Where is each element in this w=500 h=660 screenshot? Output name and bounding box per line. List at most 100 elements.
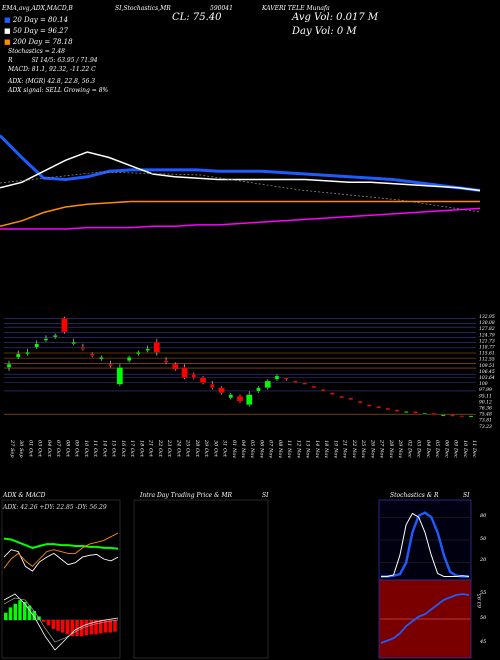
date-tick-label: 17 Oct [129, 440, 135, 458]
candle-body [413, 411, 418, 414]
date-tick-label: 13 Nov [305, 440, 311, 458]
si-line [380, 593, 470, 644]
ma-line-50-day [0, 151, 481, 192]
date-tick-label: 12 Nov [295, 440, 301, 458]
adx-line-adx [3, 537, 119, 550]
macd-histogram-bar [99, 620, 103, 634]
legend-ema50: ■ 50 Day = 96.27 [4, 27, 69, 35]
candle-body [16, 353, 21, 358]
panel-intra-title: Intra Day Trading Price & MR [140, 492, 233, 499]
price-tick-label: 90.12 [479, 399, 492, 405]
date-tick-label: 31 Oct [222, 440, 228, 458]
date-tick-label: 11 Nov [286, 440, 292, 458]
date-tick-label: 18 Oct [138, 440, 144, 458]
macd-histogram-bar [61, 620, 65, 633]
header-id: 590041 [210, 5, 233, 12]
stoch-d-line [381, 512, 470, 577]
legend-stochastics: Stochastics = 2.48 [8, 48, 65, 55]
candle-body [153, 341, 160, 353]
candle-body [172, 363, 179, 370]
candle-body [264, 380, 271, 388]
candle-body [61, 318, 68, 333]
adx-line-dy [3, 549, 119, 572]
macd-histogram-bar [75, 620, 79, 637]
date-tick-label: 29 Oct [203, 439, 209, 458]
date-tick-label: 07 Nov [268, 440, 274, 458]
macd-histogram-bar [13, 603, 17, 620]
candle-body [199, 377, 207, 383]
date-tick-label: 14 Oct [101, 440, 107, 458]
candle-body [108, 363, 113, 366]
si-tick-label: 45 [479, 639, 486, 645]
candle-body [441, 414, 446, 417]
day-volume: Day Vol: 0 M [292, 26, 357, 37]
legend-macd: MACD: 81.1, 92.32, -11.22 C [8, 66, 96, 73]
panel-adx-macd-title: ADX & MACD [3, 492, 46, 499]
avg-volume: Avg Vol: 0.017 M [292, 12, 379, 23]
date-tick-label: 03 Oct [37, 440, 43, 458]
macd-histogram-bar [56, 620, 60, 631]
macd-histogram-bar [84, 620, 89, 636]
macd-histogram-bar [23, 602, 27, 620]
candle-body [311, 385, 317, 388]
date-tick-label: 26 Nov [369, 439, 375, 458]
legend-ema200: ■ 200 Day = 78.18 [4, 38, 73, 46]
macd-histogram-bar [108, 620, 112, 633]
candle-body [367, 404, 372, 407]
si-tick-label: 50 [480, 615, 487, 621]
date-tick-label: 07 Oct [55, 440, 61, 458]
macd-histogram-bar [18, 600, 22, 620]
macd-histogram-bar [70, 620, 74, 637]
si-value-label: 63.95 [477, 594, 483, 608]
indicator-panels: 80 50 20 55 50 45 63.95 [1, 499, 487, 659]
panel-si2-label: SI [463, 492, 470, 499]
candle-body [431, 413, 437, 415]
adx-readout: ADX: 42.26 +DY: 22.85 -DY: 56.29 [3, 504, 107, 511]
stoch-tick-label: 80 [480, 513, 487, 519]
candle-body [404, 411, 409, 413]
header-symbol: KAVERI TELE Munafa [262, 5, 330, 12]
si-tick-label: 55 [480, 590, 486, 596]
price-tick-label: 100 [479, 381, 488, 387]
price-tick-label: 75.48 [479, 412, 492, 418]
adx-line-dy [3, 532, 119, 569]
macd-histogram-bar [113, 620, 117, 632]
macd-line [3, 593, 119, 651]
price-candlestick-chart: 132.95130.08127.82124.79121.73118.77115.… [4, 314, 495, 430]
macd-histogram-bar [51, 620, 55, 629]
price-tick-label: 121.73 [479, 338, 495, 344]
price-tick-label: 73.81 [479, 418, 492, 424]
candle-body [53, 335, 58, 338]
macd-histogram-bar [42, 620, 46, 622]
date-tick-label: 04 Oct [46, 440, 52, 458]
adx-macd-panel [1, 499, 121, 659]
candle-body [284, 377, 289, 380]
macd-histogram-bar [94, 620, 98, 635]
date-tick-label: 05 Nov [249, 440, 255, 458]
price-tick-label: 95.11 [479, 393, 492, 399]
date-tick-label: 25 Nov [360, 439, 366, 458]
panel-stoch-title: Stochastics & R [390, 492, 439, 499]
candle-body [228, 394, 233, 399]
date-tick-label: 21 Nov [342, 439, 348, 458]
candle-body [256, 387, 261, 392]
date-tick-label: 08 Nov [277, 440, 283, 458]
date-tick-label: 14 Nov [314, 440, 320, 458]
date-tick-label: 30 Sep [18, 440, 24, 458]
macd-histogram-bar [8, 607, 13, 620]
date-tick-label: 22 Nov [351, 439, 357, 458]
candle-body [468, 415, 474, 418]
date-tick-label: 24 Oct [175, 439, 181, 458]
panel-si-label: SI [262, 492, 269, 499]
price-tick-label: 106.45 [479, 369, 495, 375]
macd-histogram-bar [103, 620, 108, 633]
candle-body [302, 382, 307, 385]
candle-body [459, 415, 464, 418]
candle-body [34, 343, 39, 348]
candle-body [25, 352, 30, 355]
date-tick-label: 16 Oct [120, 440, 126, 458]
date-tick-label: 29 Nov [397, 439, 403, 458]
candle-body [80, 347, 86, 349]
candle-body [422, 413, 427, 415]
legend-si: R SI 14/5: 63.95 / 71.94 [8, 57, 98, 64]
